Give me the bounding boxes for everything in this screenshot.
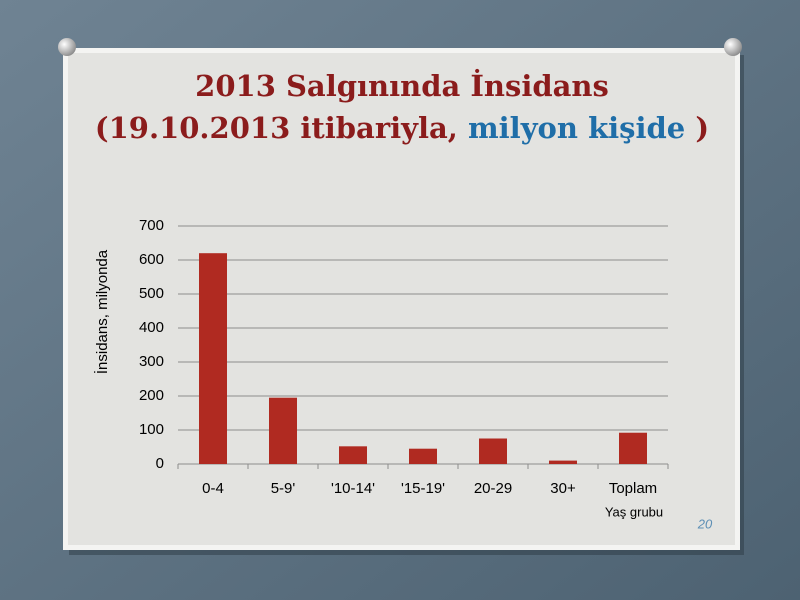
slide-subtitle: (19.10.2013 itibariyla, milyon kişide ) [95,111,709,145]
x-tick-label: 30+ [550,480,576,497]
x-tick-label: 0-4 [202,480,224,497]
y-axis-label: İnsidans, milyonda [93,249,111,374]
y-tick-label: 100 [139,421,164,438]
y-tick-label: 400 [139,319,164,336]
page-number: 20 [697,516,713,531]
y-tick-label: 0 [156,455,164,472]
x-tick-label: 5-9' [271,480,296,497]
bar [479,438,507,464]
x-tick-label: '15-19' [401,480,445,497]
bar [549,460,577,464]
y-tick-label: 300 [139,353,164,370]
y-tick-label: 200 [139,387,164,404]
y-tick-label: 500 [139,285,164,302]
pin [724,38,742,56]
pin [58,38,76,56]
subtitle-part: (19.10.2013 itibariyla, [95,111,468,145]
subtitle-part: ) [685,111,709,145]
bar [269,397,297,464]
bar [409,448,437,464]
y-tick-label: 600 [139,251,164,268]
bar [619,432,647,464]
y-tick-label: 700 [139,217,164,234]
subtitle-part: milyon kişide [468,111,685,145]
x-tick-label: Toplam [609,480,657,497]
x-tick-label: '10-14' [331,480,375,497]
x-axis-label: Yaş grubu [605,504,663,519]
bar [339,446,367,464]
bar [199,253,227,464]
slide-title: 2013 Salgınında İnsidans [195,67,609,103]
x-tick-label: 20-29 [474,480,512,497]
